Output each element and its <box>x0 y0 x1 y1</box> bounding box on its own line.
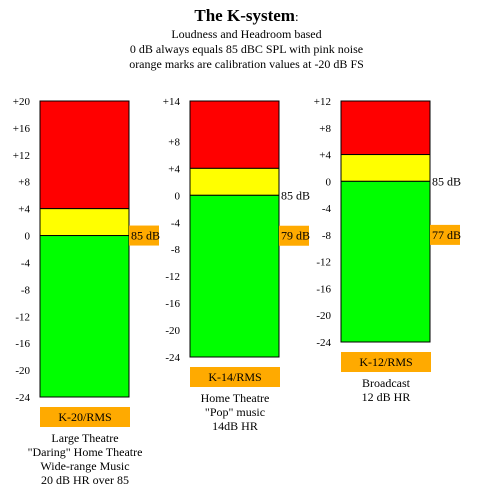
tick-label-k14: -4 <box>171 217 181 229</box>
spl-marker-k20-label: 85 dB <box>131 229 160 243</box>
tick-label-k12: -24 <box>316 337 331 349</box>
meter-name-box-k20 <box>40 407 130 427</box>
tick-label-k20: -20 <box>15 365 30 377</box>
cal-marker-k12-box <box>430 224 460 245</box>
zone-green-k12 <box>340 180 431 343</box>
spl-marker-k12: 85 dB <box>432 174 461 188</box>
zone-yellow-k12 <box>340 154 431 182</box>
tick-label-k20: -16 <box>15 338 30 350</box>
cal-marker-k12-label: 77 dB <box>432 228 461 242</box>
tick-label-k20: +20 <box>13 96 31 108</box>
tick-label-k20: -24 <box>15 392 30 404</box>
tick-label-k14: +14 <box>163 96 181 108</box>
zone-red-k12 <box>340 100 431 156</box>
meter-description-k12: Broadcast <box>362 376 411 390</box>
tick-label-k12: 0 <box>326 176 332 188</box>
tick-label-k20: +12 <box>13 150 30 162</box>
tick-label-k12: -4 <box>322 203 332 215</box>
zone-red-k14 <box>189 100 280 169</box>
meter-description-k14: "Pop" music <box>205 405 265 419</box>
meter-description-k20: "Daring" Home Theatre <box>28 445 143 459</box>
tick-label-k20: +8 <box>18 177 30 189</box>
meter-k12: +12 +8 +4 0 -4 -8 -12 -16 -20 -24 85 dB 77 dB K-12/R… <box>314 96 461 404</box>
meter-description-k14: 14dB HR <box>212 419 258 433</box>
tick-label-k12: -12 <box>316 257 331 269</box>
meter-k14: +14 +8 +4 0 -4 -8 -12 -16 -20 -24 85 dB 79 dB K-14/R… <box>163 96 310 433</box>
cal-marker-k14-label: 79 dB <box>281 229 310 243</box>
title-block: The K-system: Loudness and Headroom base… <box>0 6 493 72</box>
tick-label-k14: -8 <box>171 244 181 256</box>
page-title: The K-system <box>194 6 295 25</box>
tick-label-k14: -24 <box>165 352 180 364</box>
zone-green-k14 <box>189 194 280 358</box>
tick-label-k14: +4 <box>168 163 180 175</box>
meter-description-k12: 12 dB HR <box>362 390 411 404</box>
spl-marker-k14: 85 dB <box>281 188 310 202</box>
tick-label-k20: 0 <box>25 231 31 243</box>
tick-label-k12: -16 <box>316 283 331 295</box>
meter-k20: +20 +16 +12 +8 +4 0 -4 -8 -12 -16 -20 -24 85 dB K-20/… <box>13 96 160 487</box>
zone-yellow-k14 <box>189 167 280 196</box>
meter-description-k20: 20 dB HR over 85 <box>41 473 129 487</box>
tick-label-k14: 0 <box>175 190 181 202</box>
meter-name-box-k14 <box>190 367 280 387</box>
tick-label-k12: +12 <box>314 96 331 108</box>
tick-label-k14: +8 <box>168 136 180 148</box>
tick-label-k12: +4 <box>319 150 331 162</box>
meter-name-k12: K-12/RMS <box>359 355 412 369</box>
tick-label-k20: -8 <box>21 284 31 296</box>
cal-marker-k14-box <box>279 225 309 246</box>
meter-description-k20: Large Theatre <box>51 431 118 445</box>
meter-name-k14: K-14/RMS <box>208 370 261 384</box>
title-colon: : <box>294 9 299 24</box>
zone-red-k20 <box>39 100 130 210</box>
tick-label-k14: -20 <box>165 325 180 337</box>
subtitle-line-1: Loudness and Headroom based <box>171 27 322 41</box>
tick-label-k20: -4 <box>21 257 31 269</box>
zone-yellow-k20 <box>39 208 130 237</box>
tick-label-k14: -16 <box>165 298 180 310</box>
tick-label-k12: -20 <box>316 310 331 322</box>
meter-name-k20: K-20/RMS <box>58 410 111 424</box>
tick-label-k20: +4 <box>18 204 30 216</box>
spl-marker-k20-box <box>129 225 159 246</box>
title-line: The K-system: <box>0 6 493 27</box>
tick-label-k14: -12 <box>165 271 180 283</box>
tick-label-k20: +16 <box>13 123 31 135</box>
tick-label-k20: -12 <box>15 311 30 323</box>
tick-label-k12: -8 <box>322 230 332 242</box>
subtitle-line-3: orange marks are calibration values at -… <box>129 57 364 71</box>
zone-green-k20 <box>39 235 130 398</box>
meter-description-k20: Wide-range Music <box>40 459 129 473</box>
meter-description-k14: Home Theatre <box>201 391 270 405</box>
subtitle-line-2: 0 dB always equals 85 dBC SPL with pink … <box>129 42 364 56</box>
tick-label-k12: +8 <box>319 123 331 135</box>
meter-name-box-k12 <box>341 352 431 372</box>
